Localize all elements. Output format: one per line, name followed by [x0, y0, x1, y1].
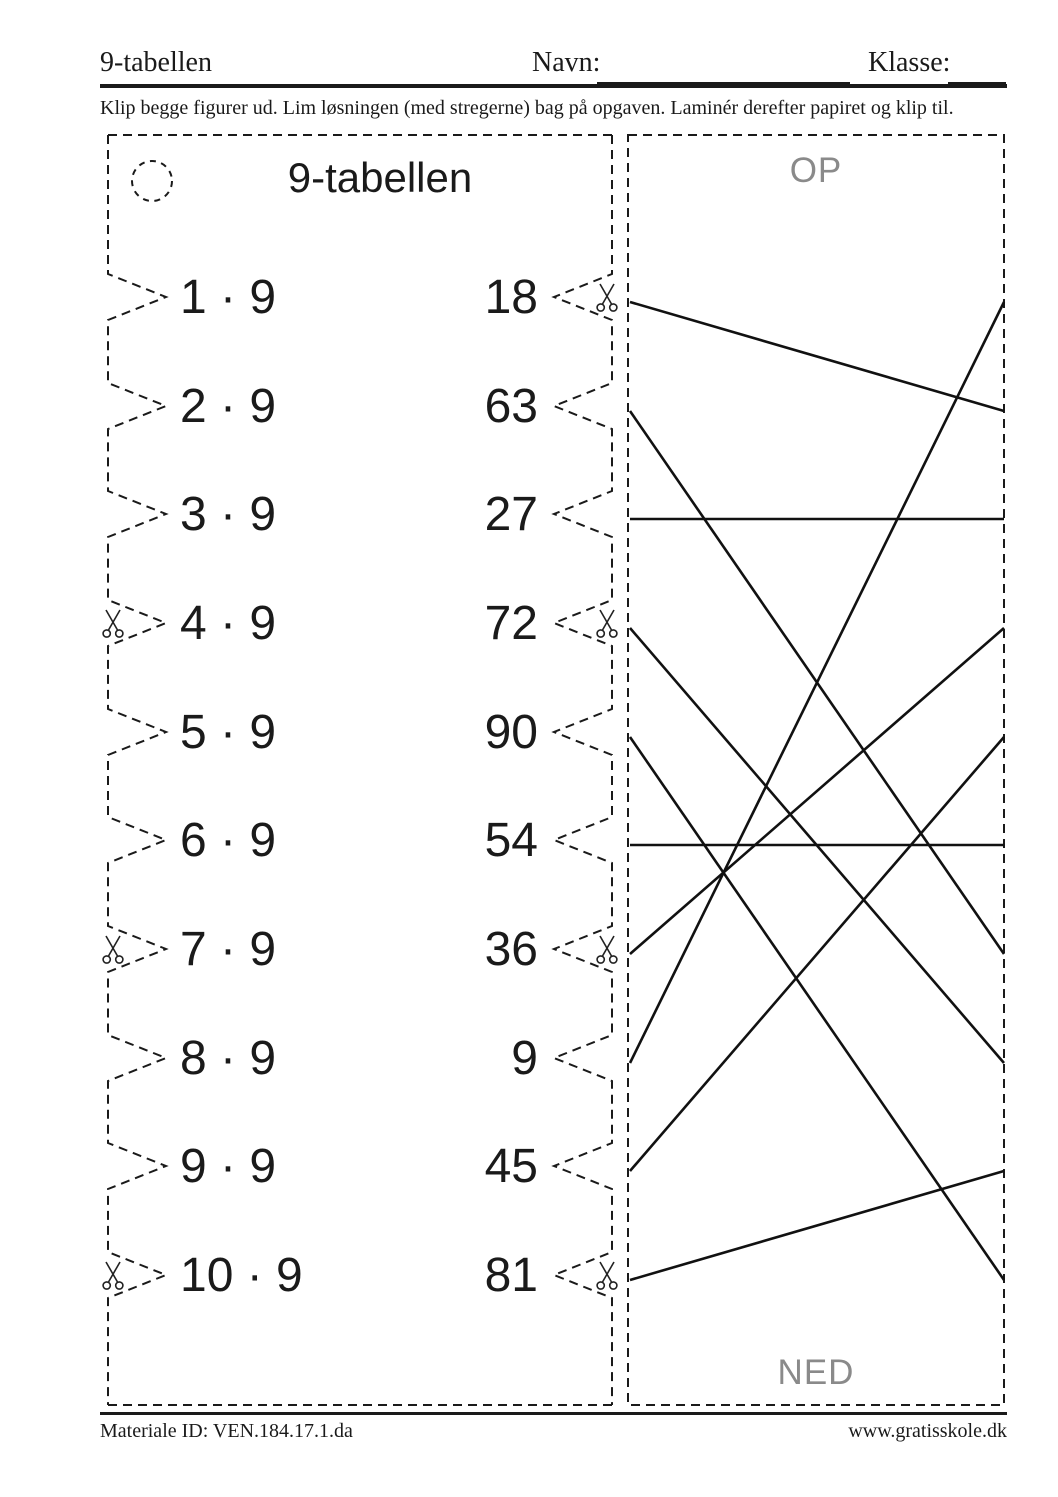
scissors-icon: [102, 609, 124, 638]
problem-text: 8 · 9: [180, 1032, 277, 1085]
answer-text: 90: [484, 706, 538, 759]
solution-line: [629, 736, 1005, 1172]
answer-text: 54: [484, 814, 538, 867]
solution-line: [628, 736, 1006, 1281]
problem-text: 2 · 9: [180, 380, 277, 433]
problem-text: 10 · 9: [180, 1249, 303, 1302]
problem-text: 1 · 9: [180, 271, 277, 324]
header-rule: [100, 84, 1007, 88]
solution-line: [629, 300, 1005, 413]
solution-line: [628, 301, 1006, 1064]
problem-text: 7 · 9: [180, 923, 277, 976]
task-panel-border: [107, 134, 613, 1406]
solution-down-label: NED: [777, 1353, 855, 1392]
scissors-icon: [102, 1261, 124, 1290]
solution-up-label: OP: [789, 151, 843, 190]
class-blank-line: [948, 50, 1006, 84]
answer-text: 9: [511, 1032, 538, 1085]
answer-text: 81: [484, 1249, 538, 1302]
name-blank-line: [597, 50, 850, 84]
problem-text: 3 · 9: [180, 488, 277, 541]
punch-hole-circle: [131, 160, 173, 202]
solution-panel-border: [627, 134, 1005, 1406]
scissors-icon: [596, 283, 618, 312]
answer-text: 45: [484, 1140, 538, 1193]
answer-text: 36: [484, 923, 538, 976]
problem-text: 6 · 9: [180, 814, 277, 867]
material-id-text: Materiale ID: VEN.184.17.1.da: [100, 1420, 353, 1442]
solution-line: [629, 627, 1005, 955]
scissors-icon: [596, 935, 618, 964]
solution-line: [629, 1169, 1005, 1282]
name-label: Navn:: [532, 47, 601, 78]
document-title: 9-tabellen: [100, 47, 212, 78]
class-label: Klasse:: [868, 47, 951, 78]
scissors-icon: [596, 1261, 618, 1290]
instruction-text: Klip begge figurer ud. Lim løsningen (me…: [100, 97, 954, 119]
website-text: www.gratisskole.dk: [848, 1420, 1007, 1442]
answer-text: 18: [484, 271, 538, 324]
scissors-icon: [102, 935, 124, 964]
answer-text: 72: [484, 597, 538, 650]
footer-rule: [100, 1412, 1007, 1415]
problem-text: 9 · 9: [180, 1140, 277, 1193]
answer-text: 63: [484, 380, 538, 433]
problem-text: 4 · 9: [180, 597, 277, 650]
scissors-icon: [596, 609, 618, 638]
task-panel-title: 9-tabellen: [287, 154, 473, 201]
answer-text: 27: [484, 488, 538, 541]
problem-text: 5 · 9: [180, 706, 277, 759]
